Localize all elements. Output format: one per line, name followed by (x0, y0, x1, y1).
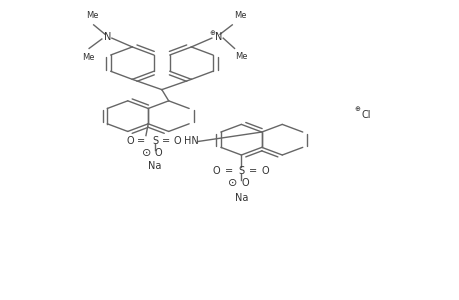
Text: =: = (248, 166, 256, 176)
Text: O: O (261, 166, 268, 176)
Text: S: S (151, 136, 158, 146)
Text: =: = (137, 136, 145, 146)
Text: Me: Me (82, 53, 94, 62)
Text: O: O (155, 148, 162, 158)
Text: Me: Me (86, 11, 99, 20)
Text: =: = (162, 136, 170, 146)
Text: ⊕: ⊕ (208, 30, 214, 36)
Text: S: S (238, 166, 244, 176)
Text: N: N (214, 32, 222, 42)
Text: N: N (103, 32, 111, 42)
Text: ⊕: ⊕ (353, 106, 359, 112)
Text: Na: Na (234, 193, 247, 203)
Text: O: O (241, 178, 248, 188)
Text: =: = (224, 166, 233, 176)
Text: ⊙: ⊙ (142, 148, 151, 158)
Text: O: O (174, 136, 181, 146)
Text: Me: Me (233, 11, 246, 20)
Text: Na: Na (148, 161, 162, 172)
Text: O: O (212, 166, 220, 176)
Text: Cl: Cl (361, 110, 370, 120)
Text: ⊙: ⊙ (228, 178, 237, 188)
Text: Me: Me (235, 52, 247, 61)
Text: HN: HN (184, 136, 198, 146)
Text: O: O (126, 136, 134, 146)
